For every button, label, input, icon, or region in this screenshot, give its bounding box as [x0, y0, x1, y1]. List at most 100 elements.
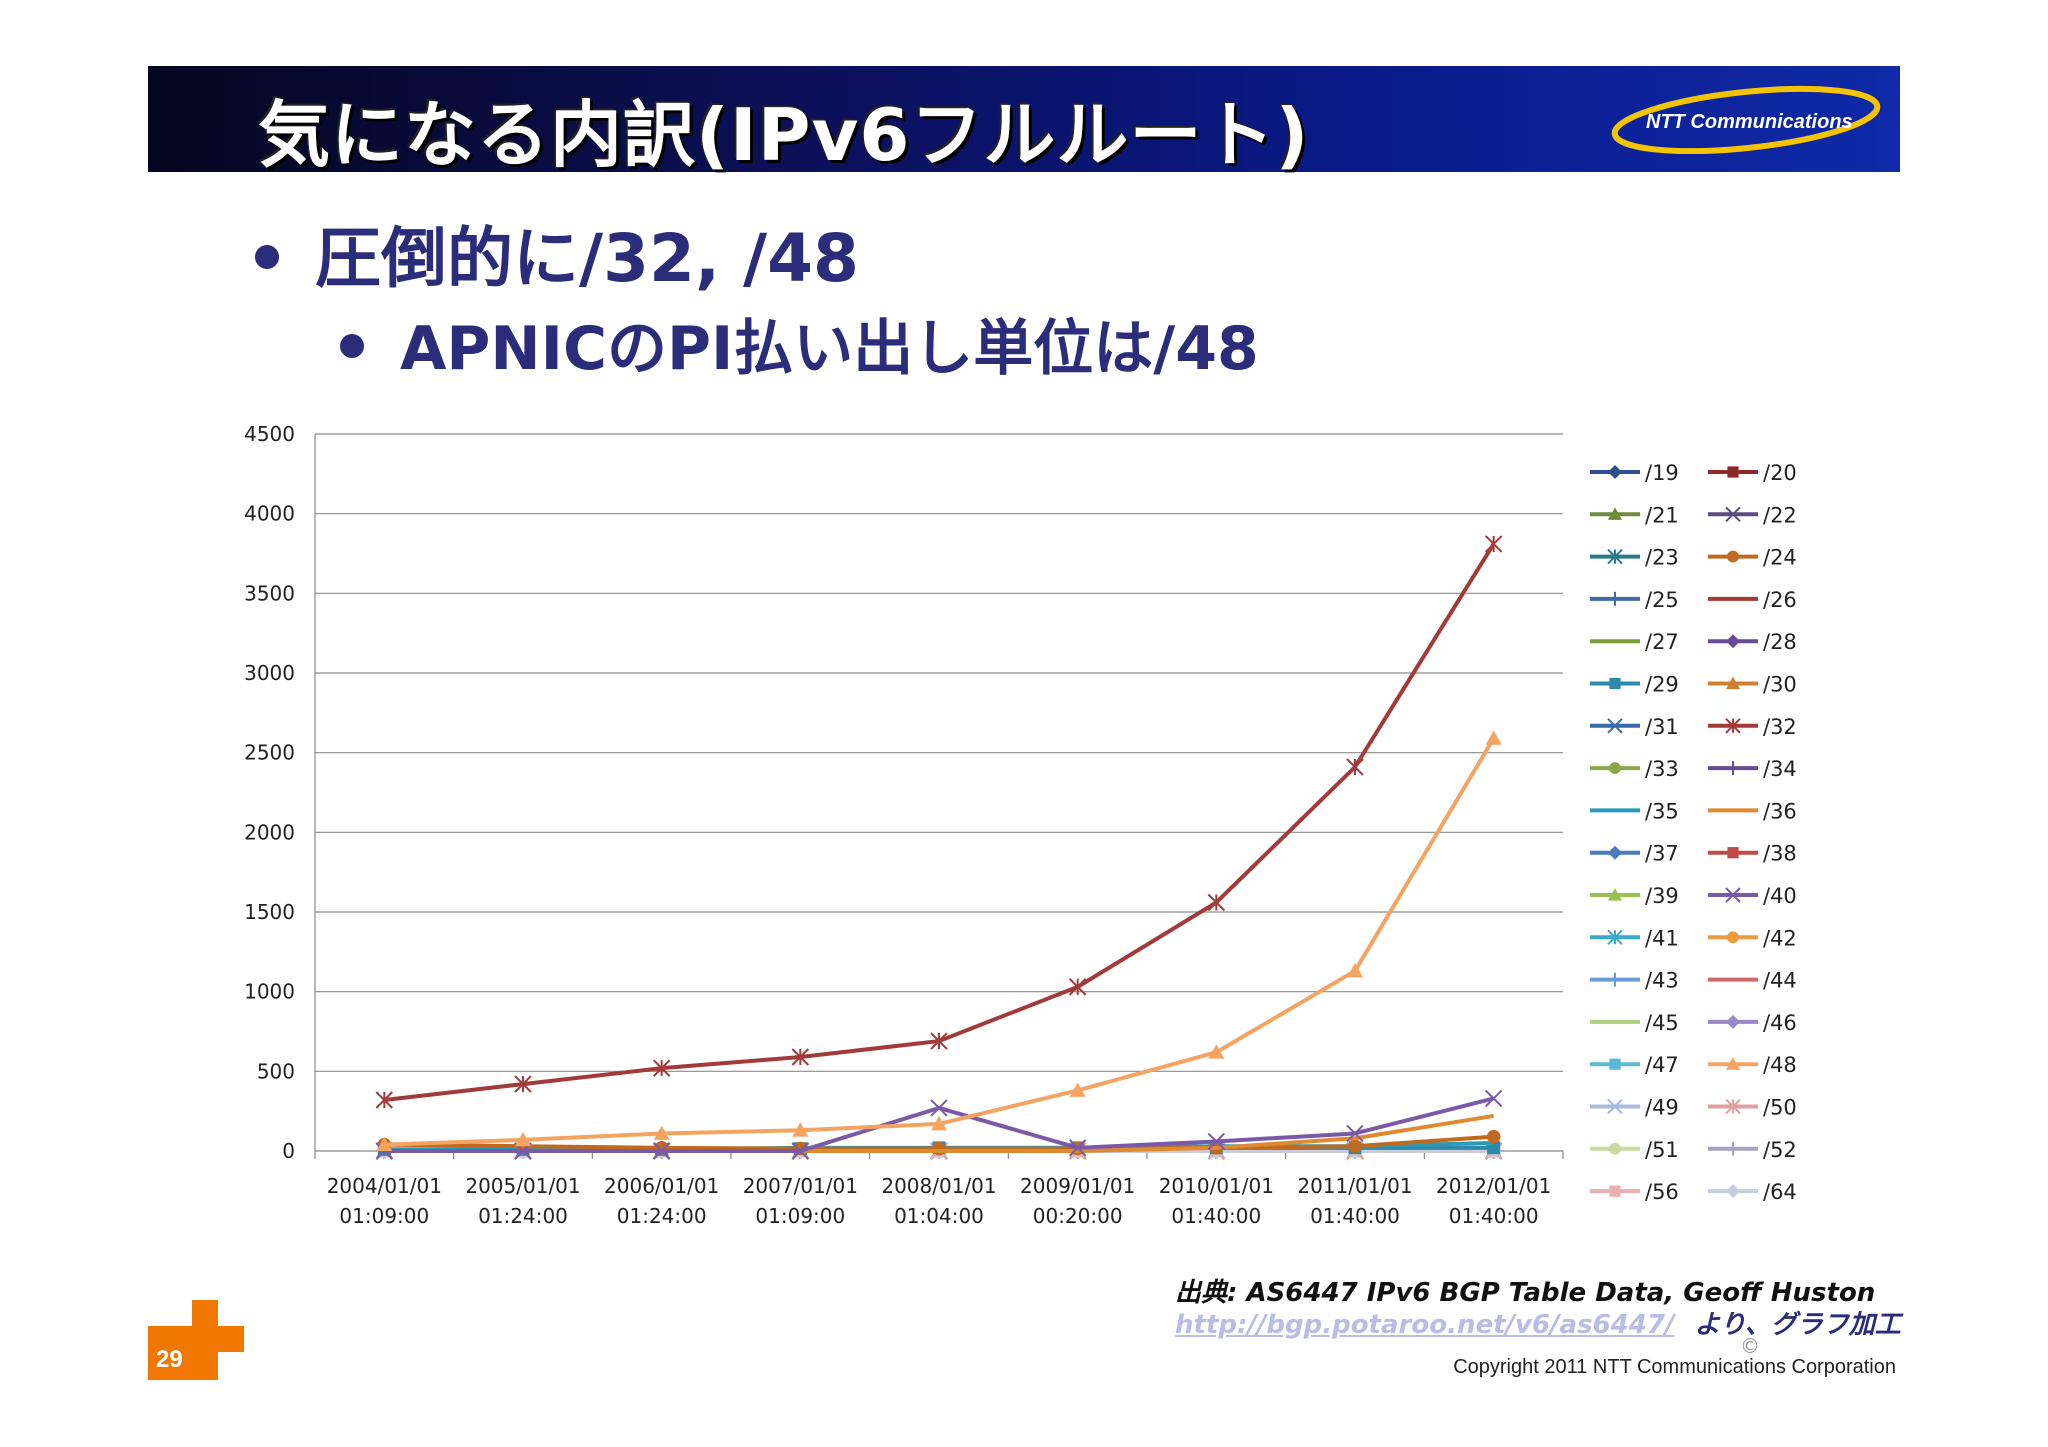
legend-marker — [1725, 506, 1741, 523]
y-tick-label: 3500 — [244, 581, 295, 605]
legend-marker — [1609, 762, 1621, 775]
title-bar: 気になる内訳(IPv6フルルート) NTT Communications — [148, 66, 1900, 177]
x-tick-label: 2011/01/01 — [1297, 1174, 1412, 1198]
bullet-dot-icon — [340, 334, 364, 359]
data-point — [652, 1059, 671, 1077]
legend-marker — [1725, 1098, 1741, 1115]
legend-label: /35 — [1645, 799, 1679, 823]
data-point — [792, 1122, 809, 1137]
legend-label: /22 — [1763, 503, 1797, 527]
legend-label: /27 — [1645, 630, 1679, 654]
bullet-1-text: 圧倒的に/32, /48 — [315, 220, 859, 297]
data-point — [515, 1131, 531, 1147]
copyright-text: Copyright 2011 NTT Communications Corpor… — [1453, 1356, 1896, 1378]
source-line: 出典: AS6447 IPv6 BGP Table Data, Geoff Hu… — [1175, 1278, 1876, 1308]
data-point — [1069, 1082, 1086, 1097]
legend-label: /43 — [1645, 969, 1679, 993]
y-tick-label: 2000 — [244, 820, 295, 844]
legend-label: /25 — [1645, 588, 1679, 612]
legend-label: /37 — [1645, 842, 1679, 866]
data-point — [1068, 1139, 1087, 1157]
legend-marker — [1608, 972, 1622, 987]
y-tick-label: 1000 — [244, 980, 295, 1004]
data-point — [1346, 1124, 1364, 1143]
x-tick-label: 00:20:00 — [1033, 1204, 1123, 1228]
legend-label: /47 — [1645, 1053, 1679, 1077]
ntt-communications-logo: NTT Communications — [1611, 85, 1881, 154]
x-tick-label: 2006/01/01 — [604, 1174, 719, 1198]
y-tick-label: 3000 — [244, 661, 295, 685]
legend-label: /24 — [1763, 546, 1797, 570]
logo-text: NTT Communications — [1646, 111, 1853, 133]
data-point — [1346, 758, 1364, 776]
legend-label: /34 — [1763, 757, 1797, 781]
legend-label: /51 — [1645, 1138, 1679, 1162]
legend-label: /29 — [1645, 673, 1679, 697]
y-tick-label: 2500 — [244, 741, 295, 765]
legend-marker — [1608, 888, 1622, 901]
data-point — [791, 1048, 810, 1066]
x-tick-label: 2010/01/01 — [1159, 1174, 1274, 1198]
page-number: 29 — [156, 1346, 183, 1373]
bullet-dot-icon — [255, 244, 279, 269]
bullet-2-text: APNICのPI払い出し単位は/48 — [400, 314, 1259, 384]
y-tick-label: 1500 — [244, 900, 295, 924]
legend-label: /45 — [1645, 1011, 1679, 1035]
legend-label: /26 — [1763, 588, 1797, 612]
x-tick-label: 01:09:00 — [755, 1204, 845, 1228]
legend-marker — [1608, 465, 1622, 479]
legend-label: /19 — [1645, 461, 1679, 485]
legend-label: /40 — [1763, 884, 1797, 908]
y-tick-label: 500 — [257, 1059, 295, 1083]
data-point — [791, 1142, 810, 1160]
x-tick-label: 01:24:00 — [478, 1204, 568, 1228]
y-tick-label: 0 — [282, 1139, 295, 1163]
data-point — [930, 1032, 948, 1050]
source-suffix: より、グラフ加工 — [1694, 1310, 1901, 1340]
legend-marker — [1608, 591, 1622, 606]
x-tick-label: 01:40:00 — [1449, 1204, 1539, 1228]
line-chart: 0 500 1000 1500 2000 2500 3000 3500 4000 4500 2004… — [244, 422, 1797, 1228]
legend-marker — [1727, 550, 1739, 563]
legend-marker — [1609, 1142, 1621, 1155]
legend-label: /39 — [1645, 884, 1679, 908]
legend-label: /64 — [1763, 1180, 1797, 1204]
data-point — [1486, 1129, 1501, 1144]
legend-label: /49 — [1645, 1096, 1679, 1120]
legend-marker — [1607, 1098, 1623, 1115]
legend-marker — [1609, 1185, 1621, 1197]
data-point — [1348, 1139, 1362, 1154]
data-point — [652, 1142, 671, 1160]
legend-marker — [1726, 1057, 1740, 1070]
legend-marker — [1725, 718, 1741, 734]
legend-label: /38 — [1763, 842, 1797, 866]
x-tick-label: 01:04:00 — [894, 1204, 984, 1228]
source-link[interactable]: http://bgp.potaroo.net/v6/as6447/ — [1175, 1310, 1675, 1340]
legend-label: /36 — [1763, 799, 1797, 823]
data-point — [930, 1099, 948, 1117]
data-point — [1484, 1089, 1503, 1108]
x-tick-label: 01:09:00 — [339, 1204, 429, 1228]
x-tick-label: 01:40:00 — [1310, 1204, 1400, 1228]
legend-marker — [1609, 1058, 1621, 1070]
legend-marker — [1608, 507, 1622, 520]
data-point — [514, 1075, 532, 1093]
legend-label: /28 — [1763, 630, 1797, 654]
legend-marker — [1727, 466, 1739, 478]
page-number-decoration — [148, 1300, 244, 1380]
legend-marker — [1726, 1014, 1740, 1029]
copyright-symbol: © — [1740, 1334, 1760, 1358]
legend-label: /41 — [1645, 926, 1679, 950]
x-tick-label: 2005/01/01 — [465, 1174, 580, 1198]
data-point — [931, 1115, 947, 1131]
data-point — [1207, 1132, 1226, 1151]
x-tick-label: 2012/01/01 — [1436, 1174, 1551, 1198]
legend-marker — [1726, 1141, 1740, 1156]
legend-marker — [1608, 845, 1622, 860]
source-link-line: http://bgp.potaroo.net/v6/as6447/より、グラフ加… — [1175, 1304, 1901, 1341]
legend-label: /32 — [1763, 715, 1797, 739]
legend-label: /30 — [1763, 673, 1797, 697]
legend-label: /56 — [1645, 1180, 1679, 1204]
series-line — [384, 542, 1496, 1103]
legend-marker — [1726, 676, 1740, 690]
